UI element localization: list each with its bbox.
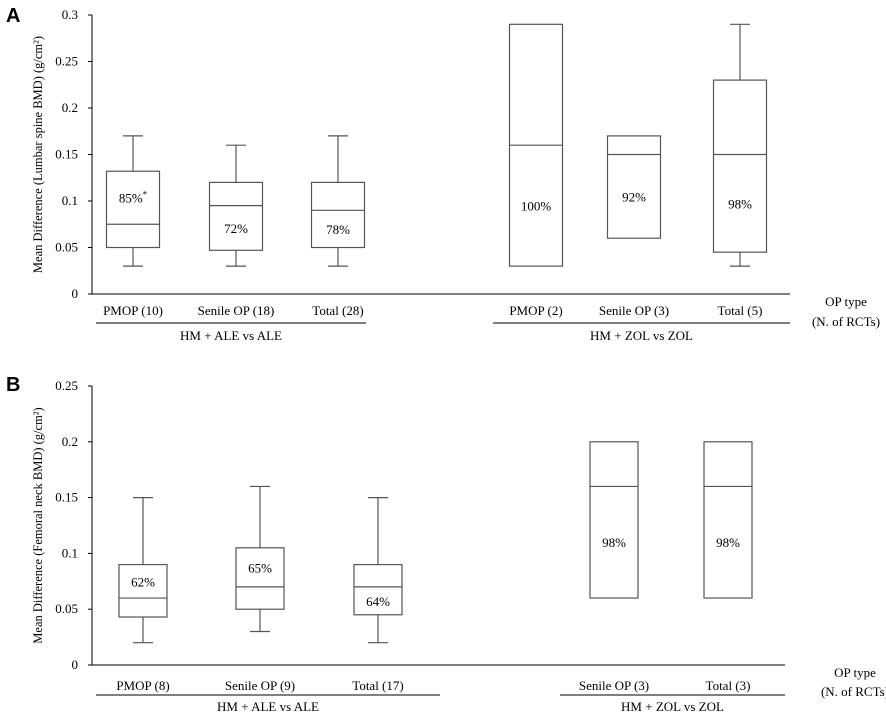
group-label: HM + ZOL vs ZOL [621, 699, 724, 714]
chart-panel-b: B 0 0.05 0.1 0.15 0.2 0.25 Mean Difference (Fem… [6, 374, 886, 714]
percent-label: 98% [728, 196, 752, 211]
category-label: Senile OP (18) [198, 303, 275, 318]
category-label: Senile OP (3) [599, 303, 669, 318]
category-label: Senile OP (9) [225, 678, 295, 693]
box-iqr [353, 563, 403, 616]
box-iqr [235, 547, 285, 610]
group-label: HM + ALE vs ALE [180, 328, 282, 343]
panel-label: B [6, 374, 20, 396]
box-iqr [310, 181, 366, 249]
percent-label: 78% [326, 222, 350, 237]
percent-label: 62% [131, 574, 155, 589]
category-label: Total (28) [312, 303, 363, 318]
category-label: PMOP (8) [116, 678, 169, 693]
y-tick-label: 0.25 [55, 54, 78, 69]
category-label: Senile OP (3) [579, 678, 649, 693]
y-tick-label: 0.05 [55, 240, 78, 255]
box-iqr [712, 79, 768, 253]
significance-mark: * [143, 190, 148, 200]
percent-label: 64% [366, 594, 390, 609]
n-rcts-label: (N. of RCTs) [821, 684, 886, 699]
y-tick-label: 0.2 [62, 100, 78, 115]
box-iqr [105, 170, 161, 249]
panel-label: A [6, 5, 20, 27]
op-type-label: OP type [834, 665, 876, 680]
y-tick-label: 0.1 [62, 193, 78, 208]
box-iqr [703, 441, 753, 599]
y-tick-label: 0 [72, 657, 79, 672]
y-tick-label: 0.2 [62, 434, 78, 449]
chart-panel-a: A 0 0.05 0.1 0.15 0.2 0.25 0.3 Mean Difference (… [6, 5, 880, 343]
percent-label: 98% [602, 535, 626, 550]
box-iqr [589, 441, 639, 599]
percent-label: 92% [622, 189, 646, 204]
y-axis-label: Mean Difference (Femoral neck BMD) (g/cm… [31, 407, 45, 643]
y-tick-label: 0 [72, 286, 79, 301]
op-type-label: OP type [825, 294, 867, 309]
y-axis-label: Mean Difference (Lumbar spine BMD) (g/cm… [31, 36, 45, 273]
percent-label: 85%* [119, 190, 148, 206]
y-tick-label: 0.15 [55, 147, 78, 162]
percent-label: 72% [224, 221, 248, 236]
percent-label: 98% [716, 535, 740, 550]
category-label: Total (3) [706, 678, 751, 693]
y-tick-label: 0.3 [62, 7, 78, 22]
box-iqr [118, 563, 168, 618]
n-rcts-label: (N. of RCTs) [812, 314, 880, 329]
percent-label: 100% [521, 199, 552, 214]
y-tick-label: 0.15 [55, 490, 78, 505]
group-label: HM + ZOL vs ZOL [590, 328, 693, 343]
box-iqr [208, 181, 264, 251]
y-tick-label: 0.05 [55, 601, 78, 616]
box-iqr [606, 135, 662, 239]
percent-label: 65% [248, 560, 272, 575]
category-label: Total (5) [718, 303, 763, 318]
y-tick-label: 0.1 [62, 545, 78, 560]
category-label: PMOP (2) [509, 303, 562, 318]
category-label: PMOP (10) [103, 303, 163, 318]
group-label: HM + ALE vs ALE [217, 699, 319, 714]
y-tick-label: 0.25 [55, 378, 78, 393]
category-label: Total (17) [352, 678, 403, 693]
